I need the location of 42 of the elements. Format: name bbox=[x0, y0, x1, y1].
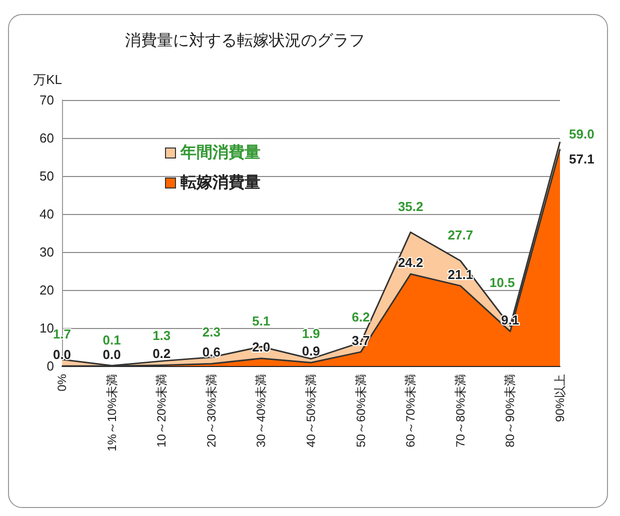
y-tick-label: 30 bbox=[40, 244, 54, 260]
y-tick-label: 0 bbox=[46, 358, 54, 374]
data-label: 6.2 bbox=[352, 309, 370, 324]
data-label: 1.7 bbox=[52, 326, 72, 342]
data-label: 2.3 bbox=[202, 324, 220, 340]
x-tick-label: 50～60%未満 bbox=[354, 374, 368, 448]
data-label: 0.2 bbox=[152, 346, 171, 362]
data-label: 0.9 bbox=[302, 344, 320, 359]
x-tick-label: 30～40%未満 bbox=[254, 374, 268, 448]
legend-label: 転嫁消費量 bbox=[180, 174, 260, 192]
chart-title: 消費量に対する転嫁状況のグラフ bbox=[125, 32, 365, 50]
data-label: 24.2 bbox=[398, 255, 424, 270]
x-tick-label: 70～80%未満 bbox=[453, 374, 468, 448]
data-label: 0.6 bbox=[202, 344, 220, 360]
x-tick-label: 40～50%未満 bbox=[304, 374, 318, 448]
data-label: 0.1 bbox=[102, 332, 121, 348]
x-tick-label: 0% bbox=[55, 374, 69, 392]
y-tick-label: 40 bbox=[40, 206, 54, 222]
data-label: 1.9 bbox=[302, 326, 320, 341]
data-label: 0.0 bbox=[102, 347, 121, 362]
data-label: 9.1 bbox=[501, 312, 520, 328]
x-tick-label: 60～70%未満 bbox=[404, 374, 418, 448]
data-label: 10.5 bbox=[490, 275, 515, 290]
data-label: 57.1 bbox=[569, 152, 594, 167]
x-tick-label: 90%以上 bbox=[553, 374, 567, 422]
x-tick-label: 20～30%未満 bbox=[204, 374, 218, 448]
y-tick-label: 60 bbox=[40, 130, 54, 146]
y-axis-title: 万KL bbox=[33, 72, 62, 87]
y-tick-label: 20 bbox=[40, 282, 54, 298]
data-label: 1.3 bbox=[152, 328, 171, 344]
data-label: 35.2 bbox=[398, 199, 424, 214]
y-tick-label: 50 bbox=[40, 168, 54, 184]
x-tick-label: 80～90%未満 bbox=[503, 374, 518, 448]
y-tick-label: 70 bbox=[40, 92, 54, 108]
data-label: 5.1 bbox=[252, 314, 270, 329]
y-tick-label: 10 bbox=[40, 320, 54, 336]
data-label: 27.7 bbox=[448, 228, 474, 243]
data-label: 0.0 bbox=[52, 347, 72, 362]
legend-label: 年間消費量 bbox=[180, 144, 260, 162]
x-tick-label: 1%～10%未満 bbox=[104, 374, 119, 452]
x-tick-label: 10～20%未満 bbox=[154, 374, 169, 448]
data-label: 59.0 bbox=[569, 126, 594, 142]
